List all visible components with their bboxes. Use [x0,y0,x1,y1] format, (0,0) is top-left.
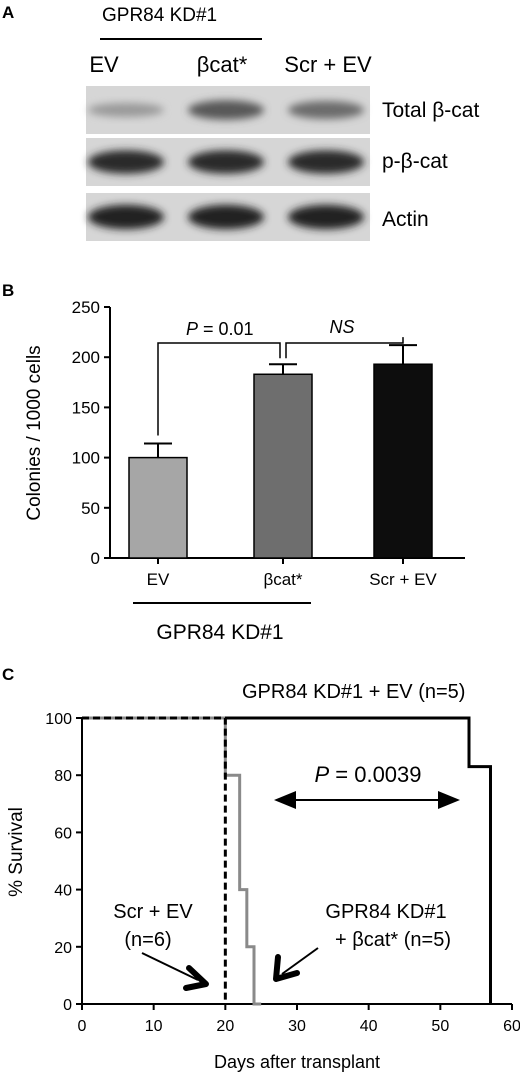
bar-y-tick-label: 50 [81,499,100,518]
annotation-scr-ev-line1: Scr + EV [113,901,193,923]
lane-label-ev: EV [89,52,119,77]
bar-y-tick-label: 100 [72,449,100,468]
bar-category-label: βcat* [263,570,302,589]
blot-band [188,150,264,174]
survival-p-prefix: P [314,762,329,787]
lane-label-scr-ev: Scr + EV [284,52,372,77]
survival-x-tick-label: 0 [78,1018,87,1035]
blot-row-label-total-bcat: Total β-cat [382,99,479,122]
blot-band [88,103,164,117]
blot-row-label-p-bcat: p-β-cat [382,150,448,173]
bar-y-tick-label: 0 [91,549,100,568]
survival-x-axis-label: Days after transplant [214,1052,380,1072]
annotation-bcat-line1: GPR84 KD#1 [325,901,446,923]
blot-band [88,204,164,230]
survival-curve [225,716,492,1004]
survival-x-tick-label: 60 [503,1018,520,1035]
survival-x-tick-label: 20 [216,1018,234,1035]
survival-y-tick-label: 0 [63,997,72,1014]
bar-y-tick-label: 200 [72,348,100,367]
p-value-prefix: P [186,319,198,339]
blot-group-label: GPR84 KD#1 [102,5,217,26]
pointer-arrow-scr-ev-head [183,965,209,991]
survival-x-tick-label: 10 [145,1018,163,1035]
survival-x-tick-label: 50 [431,1018,449,1035]
survival-x-tick-label: 40 [360,1018,378,1035]
blot-band [188,204,264,230]
survival-y-tick-label: 80 [54,768,72,785]
survival-y-tick-label: 100 [45,711,72,728]
annotation-kd-ev: GPR84 KD#1 + EV (n=5) [242,681,465,703]
blot-band [188,100,264,120]
panel-a-label: A [2,3,14,22]
survival-y-axis-label: % Survival [6,807,27,897]
bar-y-tick-label: 250 [72,298,100,317]
survival-x-tick-label: 30 [288,1018,306,1035]
blot-band [88,150,164,174]
bar [253,373,313,559]
bar-group-label: GPR84 KD#1 [156,621,283,644]
lane-label-bcat: βcat* [197,52,248,77]
survival-y-tick-label: 40 [54,883,72,900]
pointer-arrow-scr-ev [141,952,199,981]
ns-annotation: NS [329,317,354,337]
bar-y-axis-label: Colonies / 1000 cells [24,345,45,520]
survival-p-annotation: P = 0.0039 [314,762,421,787]
survival-curve [82,716,262,1006]
blot-band [288,204,364,230]
p-arrow-head-right [438,791,460,809]
p-value-text: = 0.01 [198,319,254,339]
survival-y-tick-label: 60 [54,825,72,842]
annotation-bcat-line2: + βcat* (n=5) [335,929,451,951]
bar-y-tick-label: 150 [72,398,100,417]
western-blot [86,86,370,241]
survival-curve [82,716,227,1004]
pointer-arrow-bcat [281,947,319,975]
panel-c-label: C [2,665,14,684]
survival-p-text: = 0.0039 [329,762,421,787]
p-value-annotation: P = 0.01 [186,319,254,339]
bar [128,456,188,559]
significance-bracket-ns [285,337,404,359]
blot-band [288,150,364,174]
colony-bar-chart: 0 50 100 150 200 250 EV βcat* Scr + EV [72,298,465,604]
annotation-scr-ev-line2: (n=6) [124,929,171,951]
survival-chart: 0 10 20 30 40 50 60 0 20 40 60 80 100 [45,711,520,1035]
blot-band [288,101,364,119]
panel-b-label: B [2,281,14,300]
blot-row-label-actin: Actin [382,208,429,231]
bar [373,363,433,559]
significance-bracket-p [157,342,281,436]
bar-category-label: Scr + EV [369,570,437,589]
survival-y-tick-label: 20 [54,940,72,957]
bar-category-label: EV [147,570,170,589]
p-arrow-head-left [274,791,296,809]
pointer-arrow-bcat-head [273,954,300,982]
